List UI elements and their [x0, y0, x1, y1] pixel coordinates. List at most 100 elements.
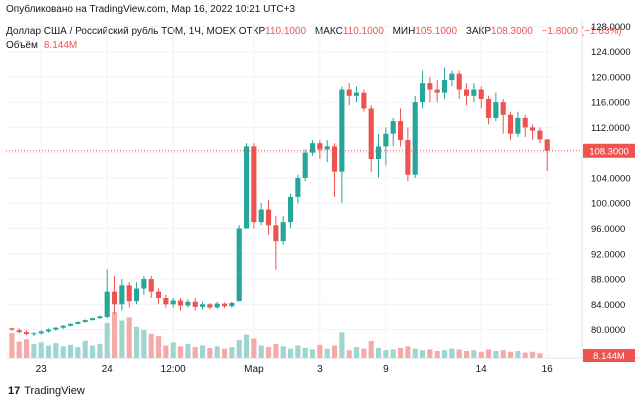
volume-label: Объём [6, 40, 38, 51]
volume-bar [258, 345, 264, 358]
y-tick-label: 112.0000 [591, 123, 630, 134]
candle-body [493, 102, 499, 118]
x-tick-label: 16 [542, 364, 554, 375]
y-tick-label: 96.0000 [591, 224, 625, 235]
candle-body [243, 146, 250, 229]
candle-body [53, 327, 59, 330]
volume-bar [346, 350, 352, 358]
candle-body [500, 102, 506, 115]
candle-body [287, 196, 294, 223]
candle-body [507, 114, 514, 134]
volume-bar [45, 345, 52, 358]
candle-body [405, 140, 411, 175]
volume-bar [111, 312, 118, 358]
volume-bar [89, 345, 96, 358]
volume-last-badge [583, 349, 635, 362]
volume-bar [405, 346, 411, 358]
candle-body [23, 332, 30, 334]
volume-bar [456, 349, 462, 358]
volume-bar [53, 343, 59, 358]
volume-bar [236, 340, 242, 358]
candle-body [199, 304, 206, 307]
volume-bar [133, 326, 140, 358]
volume-bar [251, 338, 257, 358]
volume-bar [280, 346, 286, 358]
volume-bar [478, 351, 484, 358]
volume-bar [463, 350, 470, 358]
candle-body [375, 146, 382, 159]
volume-bar [9, 333, 15, 358]
x-tick-label: 9 [383, 364, 389, 375]
y-tick-label: 104.0000 [591, 173, 631, 184]
y-tick-label: 84.0000 [591, 300, 625, 311]
candle-body [456, 73, 462, 90]
candle-body [16, 330, 22, 333]
candle-body [331, 146, 338, 172]
candle-body [463, 89, 470, 96]
volume-bar [273, 343, 279, 358]
volume-bar [243, 334, 250, 358]
candle-body [207, 304, 213, 308]
volume-bar [163, 345, 169, 358]
candle-body [346, 89, 352, 96]
volume-bar [493, 350, 499, 358]
volume-bar [361, 348, 367, 358]
candle-body [317, 143, 323, 150]
volume-bar [324, 348, 330, 358]
volume-bar [383, 350, 389, 358]
volume-bar [441, 350, 448, 358]
x-tick-label: 23 [36, 364, 48, 375]
volume-bar [471, 350, 477, 358]
volume-bar [214, 346, 220, 358]
candle-body [89, 318, 96, 321]
y-tick-label: 80.0000 [591, 325, 625, 336]
volume-bar [177, 346, 184, 358]
candle-body [397, 121, 404, 141]
volume-bar [31, 343, 37, 358]
volume-bar [529, 351, 536, 358]
volume-bar [185, 343, 191, 358]
close-label: ЗАКР [465, 26, 492, 37]
low-value: 105.1000 [415, 26, 458, 37]
y-tick-label: 88.0000 [591, 275, 625, 286]
candle-body [471, 89, 477, 96]
volume-bar [507, 351, 514, 358]
volume-bar [119, 320, 125, 358]
volume-bar [97, 343, 103, 358]
footer-brand[interactable]: 17 TradingView [8, 385, 85, 397]
volume-bar [265, 347, 272, 358]
volume-bar [522, 352, 528, 358]
candle-body [75, 321, 81, 324]
symbol-name: Доллар США / Российский рубль TOM, 1Ч, M… [6, 26, 236, 37]
volume-bar [16, 341, 22, 358]
y-tick-label: 124.0000 [591, 47, 631, 58]
volume-bar [434, 350, 440, 358]
candle-body [361, 92, 367, 109]
candle-body [60, 325, 66, 328]
candle-body [229, 303, 235, 307]
volume-bar [207, 347, 213, 358]
candle-body [295, 177, 301, 197]
volume-bar [368, 340, 374, 358]
volume-bar [126, 317, 132, 358]
volume-bar [375, 347, 382, 358]
candle-body [280, 222, 286, 242]
volume-bar [419, 350, 426, 358]
candle-body [38, 331, 44, 334]
candle-body [82, 320, 88, 322]
x-tick-label: 14 [476, 364, 488, 375]
volume-bar [317, 344, 323, 358]
candle-body [309, 143, 316, 153]
candle-body [192, 301, 198, 307]
x-tick-label: 3 [317, 364, 323, 375]
published-caption: Опубликовано на TradingView.com, Мар 16,… [6, 4, 296, 15]
candle-body [163, 297, 169, 305]
high-label: МАКС [314, 26, 343, 37]
volume-bar [229, 347, 235, 358]
candle-body [441, 80, 448, 93]
candle-body [529, 127, 536, 131]
candle-body [353, 92, 360, 96]
y-tick-label: 128.0000 [591, 22, 631, 33]
candle-body [390, 121, 396, 134]
